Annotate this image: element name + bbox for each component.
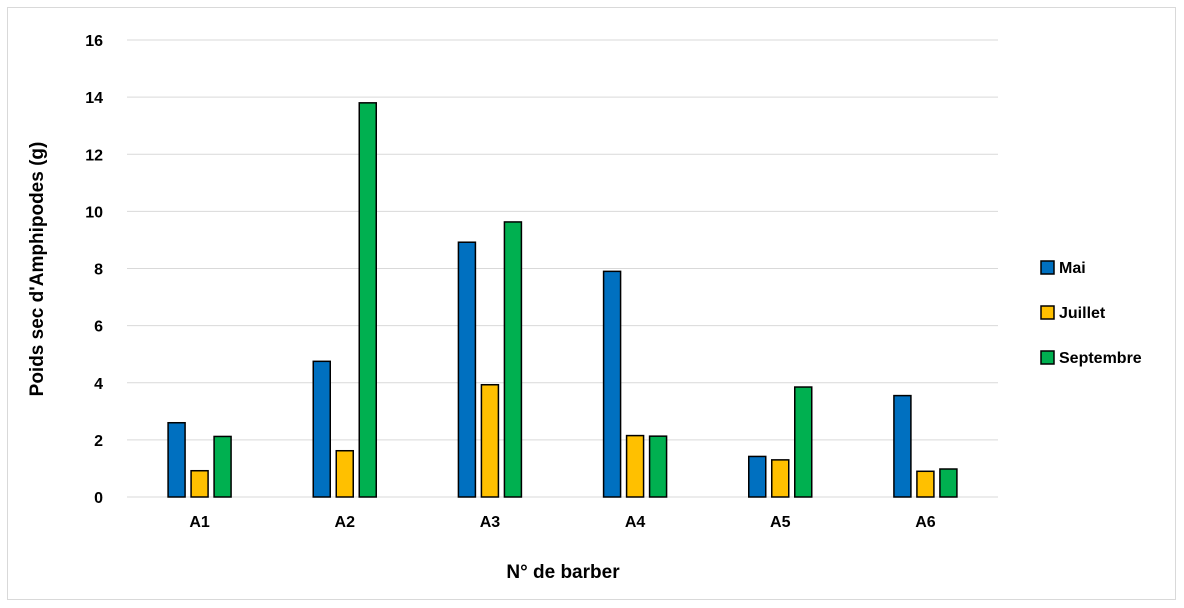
y-tick-label: 0	[94, 490, 103, 507]
bar-juillet-a6	[916, 470, 935, 498]
y-tick-labels: 0 2 4 6 8 10 12 14 16	[85, 33, 103, 507]
y-tick-label: 10	[85, 204, 103, 221]
gridlines	[127, 39, 998, 498]
legend-label: Septembre	[1059, 350, 1142, 367]
bar-septembre-a6	[939, 468, 958, 498]
bar-mai-a3	[457, 241, 477, 498]
legend-swatch	[1040, 260, 1055, 275]
y-tick-label: 12	[85, 147, 103, 164]
bar-septembre-a3	[503, 221, 523, 498]
x-tick-label: A6	[915, 514, 936, 531]
legend-label: Mai	[1059, 260, 1086, 277]
y-tick-label: 14	[85, 90, 103, 107]
legend-swatch	[1040, 305, 1055, 320]
x-tick-label: A1	[189, 514, 210, 531]
bar-septembre-a5	[794, 386, 813, 498]
bar-mai-a2	[312, 360, 331, 498]
bar-septembre-a2	[358, 102, 377, 498]
bar-juillet-a1	[190, 469, 209, 498]
x-tick-label: A4	[625, 514, 646, 531]
y-tick-label: 16	[85, 33, 103, 50]
x-tick-label: A3	[480, 514, 501, 531]
bar-mai-a1	[167, 421, 186, 498]
bar-mai-a6	[893, 394, 912, 498]
legend-label: Juillet	[1059, 305, 1106, 322]
bar-septembre-a1	[213, 435, 232, 498]
legend: Mai Juillet Septembre	[1040, 260, 1142, 367]
bar-juillet-a4	[625, 434, 645, 498]
bar-septembre-a4	[648, 435, 668, 498]
x-axis-title: N° de barber	[506, 562, 620, 583]
bar-mai-a5	[748, 455, 767, 498]
x-tick-label: A5	[770, 514, 791, 531]
chart-frame	[7, 7, 1176, 600]
x-tick-labels: A1 A2 A3 A4 A5 A6	[189, 514, 935, 531]
y-tick-label: 6	[94, 319, 103, 336]
y-axis-title: Poids sec d'Amphipodes (g)	[27, 142, 48, 397]
y-tick-label: 4	[94, 376, 103, 393]
y-tick-label: 8	[94, 262, 103, 279]
y-tick-label: 2	[94, 433, 103, 450]
x-tick-label: A2	[335, 514, 356, 531]
bar-mai-a4	[602, 270, 622, 498]
bar-juillet-a3	[480, 383, 500, 498]
legend-swatch	[1040, 350, 1055, 365]
bar-juillet-a5	[771, 459, 790, 498]
bars	[167, 102, 958, 498]
bar-juillet-a2	[335, 449, 354, 498]
